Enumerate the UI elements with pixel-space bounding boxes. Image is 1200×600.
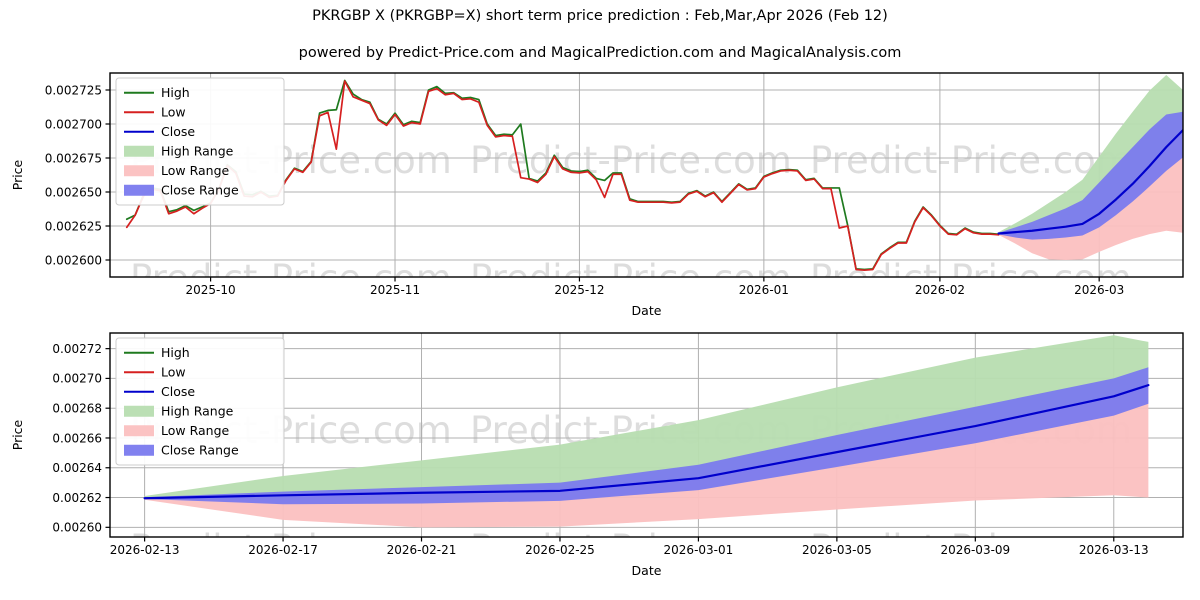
watermark-label: Predict-Price.com xyxy=(470,139,792,182)
legend-swatch-patch-close-range xyxy=(124,444,154,456)
y-tick-label: 0.00262 xyxy=(52,491,102,505)
figure-subtitle: powered by Predict-Price.com and Magical… xyxy=(298,45,902,61)
axes-frame xyxy=(109,332,1184,538)
series-lines xyxy=(143,384,1150,500)
y-tick-label: 0.002700 xyxy=(45,117,102,131)
legend-swatch-patch-low-range xyxy=(124,425,154,437)
y-tick-label: 0.00272 xyxy=(52,342,102,356)
legend-swatch-patch-high-range xyxy=(124,145,154,157)
band-high-range xyxy=(998,75,1183,235)
axis-ticks: 0.002600 0.002625 0.002650 0.002675 0.002700… xyxy=(45,83,1125,297)
legend-box xyxy=(115,77,285,206)
band-close-range xyxy=(998,111,1183,240)
legend-label-low: Low xyxy=(161,365,186,380)
range-bands xyxy=(998,75,1183,260)
x-tick-label: 2026-02 xyxy=(915,283,965,297)
figure-title: PKRGBP X (PKRGBP=X) short term price pre… xyxy=(312,8,888,24)
y-tick-label: 0.00270 xyxy=(52,372,102,386)
x-tick-label: 2026-03-01 xyxy=(664,543,734,557)
x-tick-label: 2025-10 xyxy=(186,283,236,297)
x-tick-label: 2026-03-09 xyxy=(940,543,1010,557)
legend-swatch-patch-high-range xyxy=(124,405,154,417)
legend-swatch-patch-low-range xyxy=(124,165,154,177)
legend-label-high: High xyxy=(161,345,190,360)
x-tick-label: 2026-01 xyxy=(739,283,789,297)
legend-label-high-range: High Range xyxy=(161,144,234,159)
band-close-range xyxy=(144,367,1149,505)
y-tick-label: 0.002625 xyxy=(45,219,102,233)
y-tick-label: 0.002675 xyxy=(45,151,102,165)
axes-frame xyxy=(109,72,1184,278)
legend-label-low: Low xyxy=(161,105,186,120)
y-axis-label: Price xyxy=(10,159,25,190)
x-axis-label: Date xyxy=(632,563,662,578)
axis-ticks: 0.00260 0.00262 0.00264 0.00266 0.00268 0.002… xyxy=(52,342,1148,557)
x-tick-label: 2026-02-17 xyxy=(248,543,318,557)
legend-label-high: High xyxy=(161,85,190,100)
bottom-chart-svg: Predict-Price.comPredict-Price.comPredic… xyxy=(0,322,1200,600)
top-chart-svg: Predict-Price.com Predict-Price.com Predic… xyxy=(0,62,1200,320)
range-bands xyxy=(144,335,1149,528)
y-tick-label: 0.00268 xyxy=(52,401,102,415)
series-line-close xyxy=(143,384,1150,500)
legend-label-close: Close xyxy=(161,124,195,139)
plot-mask xyxy=(0,62,1200,320)
legend-label-low-range: Low Range xyxy=(161,423,230,438)
x-tick-label: 2026-02-21 xyxy=(387,543,457,557)
y-tick-label: 0.00260 xyxy=(52,521,102,535)
y-tick-label: 0.002600 xyxy=(45,253,102,267)
plot-mask xyxy=(0,322,1200,600)
y-axis-label: Price xyxy=(10,419,25,450)
top-chart-panel: Predict-Price.com Predict-Price.com Predic… xyxy=(0,62,1200,320)
y-tick-label: 0.002650 xyxy=(45,185,102,199)
x-tick-label: 2026-03-13 xyxy=(1079,543,1149,557)
x-tick-label: 2026-03-05 xyxy=(802,543,872,557)
x-tick-label: 2026-02-25 xyxy=(525,543,595,557)
x-axis-label: Date xyxy=(632,303,662,318)
x-tick-label: 2026-02-13 xyxy=(110,543,180,557)
band-low-range xyxy=(144,386,1149,528)
legend-label-close-range: Close Range xyxy=(161,183,239,198)
y-tick-label: 0.00266 xyxy=(52,431,102,445)
x-tick-label: 2025-11 xyxy=(370,283,420,297)
chart-legend: High Low Close High Range Low Range Close Ran… xyxy=(115,337,285,466)
legend-label-low-range: Low Range xyxy=(161,163,230,178)
legend-swatch-patch-close-range xyxy=(124,184,154,196)
bottom-chart-panel: Predict-Price.comPredict-Price.comPredic… xyxy=(0,322,1200,600)
chart-legend: High Low Close High Range Low Range Close Ran… xyxy=(115,77,285,206)
series-line-close xyxy=(997,129,1183,235)
legend-label-close-range: Close Range xyxy=(161,443,239,458)
x-tick-label: 2026-03 xyxy=(1074,283,1124,297)
legend-label-close: Close xyxy=(161,384,195,399)
legend-box xyxy=(115,337,285,466)
legend-label-high-range: High Range xyxy=(161,404,234,419)
x-tick-label: 2025-12 xyxy=(554,283,604,297)
watermark-label: Predict-Price.com xyxy=(810,139,1132,182)
band-low-range xyxy=(998,131,1183,260)
y-tick-label: 0.00264 xyxy=(52,461,102,475)
band-high-range xyxy=(144,335,1149,500)
y-tick-label: 0.002725 xyxy=(45,83,102,97)
